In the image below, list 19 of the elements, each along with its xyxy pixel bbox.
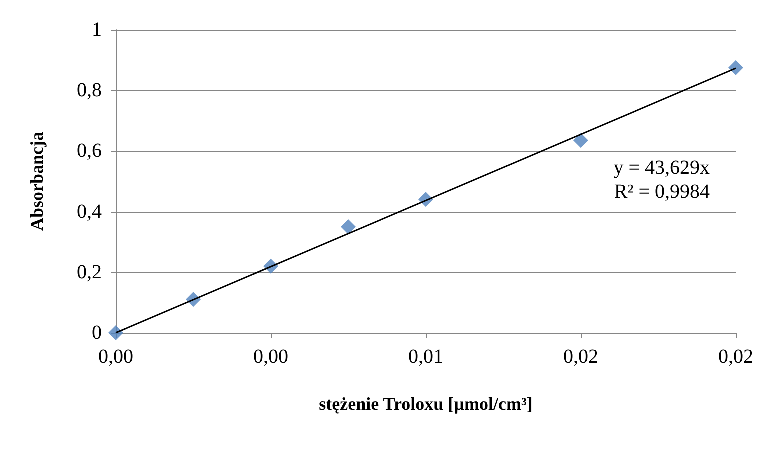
x-tick-label: 0,00	[98, 346, 134, 368]
y-axis-title: Absorbancja	[27, 132, 47, 232]
y-tick-label: 1	[92, 19, 102, 41]
x-tick-label: 0,02	[564, 346, 598, 368]
x-tick-label: 0,00	[254, 346, 288, 368]
x-tick-label: 0,02	[718, 346, 754, 368]
y-tick-label: 0,8	[77, 80, 102, 102]
annotation: R² = 0,9984	[614, 181, 710, 203]
annotation: y = 43,629x	[614, 157, 710, 179]
y-tick-label: 0,4	[77, 200, 102, 223]
point	[341, 219, 356, 234]
x-tick-label: 0,01	[408, 346, 444, 368]
point	[108, 326, 124, 340]
y-tick-label: 0	[92, 322, 102, 344]
point	[574, 133, 588, 148]
y-tick-label: 0,2	[77, 261, 102, 284]
point	[728, 60, 744, 76]
x-axis-title: stężenie Troloxu [µmol/cm³]	[319, 394, 533, 414]
y-tick-label: 0,6	[77, 140, 102, 162]
